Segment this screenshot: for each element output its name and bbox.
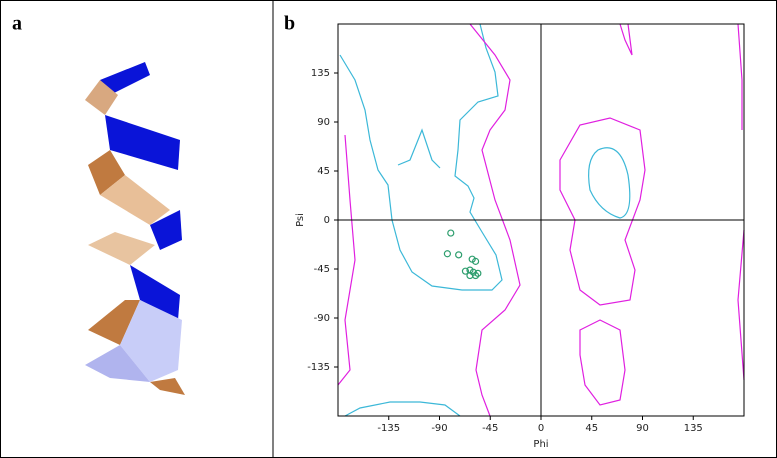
y-tick-label: -90: [314, 313, 330, 324]
x-tick-label: 90: [636, 423, 649, 434]
x-tick-label: 45: [585, 423, 598, 434]
y-tick-label: 90: [317, 117, 330, 128]
x-axis-label: Phi: [533, 439, 548, 450]
x-tick-label: 0: [538, 423, 544, 434]
y-tick-label: 0: [324, 215, 330, 226]
y-tick-label: -135: [307, 362, 330, 373]
panel-label: a: [12, 13, 22, 35]
x-tick-label: -45: [482, 423, 498, 434]
x-tick-label: -90: [431, 423, 447, 434]
data-point: [461, 267, 470, 275]
y-tick-label: 135: [311, 68, 330, 79]
data-point: [447, 229, 455, 237]
x-tick-label: -135: [377, 423, 400, 434]
data-point: [474, 269, 482, 277]
data-point: [455, 251, 463, 259]
y-axis-label: Psi: [295, 213, 306, 227]
data-point: [471, 257, 480, 265]
helix-image: [85, 62, 185, 395]
data-point: [471, 271, 480, 280]
y-tick-label: -45: [314, 264, 330, 275]
x-tick-label: 135: [684, 423, 703, 434]
panel-label: b: [284, 13, 295, 35]
data-point: [443, 250, 451, 258]
y-tick-label: 45: [317, 166, 330, 177]
contours: [337, 23, 745, 417]
